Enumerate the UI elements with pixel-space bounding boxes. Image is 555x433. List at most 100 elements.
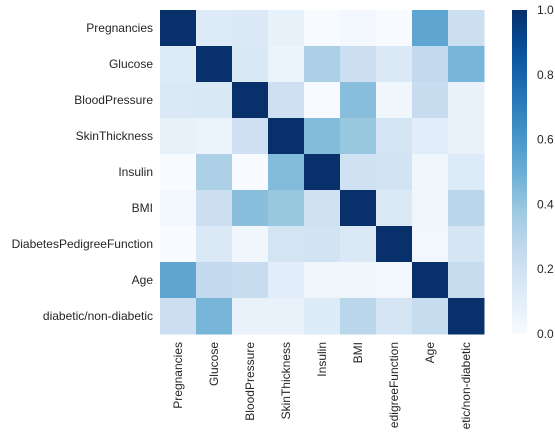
heatmap-cell xyxy=(304,154,341,191)
heatmap-cell xyxy=(160,10,197,47)
heatmap-cell xyxy=(268,190,305,227)
row-label: diabetic/non-diabetic xyxy=(43,309,153,323)
heatmap-cell xyxy=(196,10,233,47)
colorbar-tick-label: 0.8 xyxy=(537,68,554,82)
heatmap-cell xyxy=(196,262,233,299)
row-label: Glucose xyxy=(109,57,153,71)
heatmap-cell xyxy=(160,118,197,155)
heatmap-cell xyxy=(160,154,197,191)
heatmap-cell xyxy=(232,82,269,119)
heatmap-cell xyxy=(196,190,233,227)
heatmap-cell xyxy=(160,262,197,299)
row-label: Age xyxy=(132,273,154,287)
heatmap-cell xyxy=(160,226,197,263)
heatmap-cell xyxy=(232,118,269,155)
heatmap-cell xyxy=(340,298,377,335)
heatmap-cell xyxy=(160,82,197,119)
heatmap-cell xyxy=(448,46,485,83)
column-label: Glucose xyxy=(207,342,221,386)
colorbar: 0.0 0.2 0.4 0.6 0.8 1.0 xyxy=(512,3,554,341)
heatmap-cell xyxy=(340,262,377,299)
heatmap-cell xyxy=(196,298,233,335)
column-labels: Pregnancies Glucose BloodPressure SkinThick… xyxy=(171,342,473,430)
heatmap-cell xyxy=(376,118,413,155)
heatmap-cell xyxy=(232,298,269,335)
colorbar-gradient xyxy=(512,10,527,334)
heatmap-cell xyxy=(268,10,305,47)
heatmap-cell xyxy=(304,190,341,227)
heatmap-cell xyxy=(160,46,197,83)
heatmap-cell xyxy=(160,190,197,227)
heatmap-cell xyxy=(232,46,269,83)
heatmap-cell xyxy=(232,154,269,191)
heatmap-cell xyxy=(340,154,377,191)
heatmap-cell xyxy=(340,118,377,155)
heatmap-cell xyxy=(196,82,233,119)
heatmap-cell xyxy=(412,10,449,47)
heatmap-cell xyxy=(196,154,233,191)
heatmap-cells xyxy=(160,10,485,335)
column-label: edigreeFunction xyxy=(387,342,401,428)
heatmap-cell xyxy=(448,154,485,191)
column-label: BMI xyxy=(351,342,365,363)
heatmap-cell xyxy=(340,82,377,119)
heatmap-cell xyxy=(232,262,269,299)
heatmap-cell xyxy=(412,118,449,155)
column-label: BloodPressure xyxy=(243,342,257,421)
heatmap-cell xyxy=(268,226,305,263)
heatmap-cell xyxy=(304,262,341,299)
heatmap-cell xyxy=(268,46,305,83)
heatmap-cell xyxy=(448,262,485,299)
heatmap-cell xyxy=(376,46,413,83)
column-label: Pregnancies xyxy=(171,342,185,409)
colorbar-tick-label: 0.0 xyxy=(537,327,554,341)
heatmap-cell xyxy=(268,118,305,155)
heatmap-cell xyxy=(376,262,413,299)
heatmap-cell xyxy=(340,190,377,227)
heatmap-cell xyxy=(448,298,485,335)
heatmap-cell xyxy=(412,226,449,263)
heatmap-cell xyxy=(268,154,305,191)
heatmap-cell xyxy=(412,46,449,83)
heatmap-cell xyxy=(412,154,449,191)
heatmap-cell xyxy=(232,190,269,227)
row-label: BloodPressure xyxy=(74,93,153,107)
heatmap-cell xyxy=(304,46,341,83)
heatmap-cell xyxy=(340,46,377,83)
heatmap-cell xyxy=(448,118,485,155)
heatmap-cell xyxy=(376,190,413,227)
heatmap-cell xyxy=(232,226,269,263)
row-label: DiabetesPedigreeFunction xyxy=(12,237,153,251)
heatmap-cell xyxy=(268,82,305,119)
heatmap-cell xyxy=(448,82,485,119)
row-label: BMI xyxy=(132,201,153,215)
colorbar-ticks: 0.0 0.2 0.4 0.6 0.8 1.0 xyxy=(537,3,554,341)
heatmap-cell xyxy=(376,154,413,191)
heatmap-cell xyxy=(376,298,413,335)
column-label: etic/non-diabetic xyxy=(459,342,473,429)
colorbar-tick-label: 0.2 xyxy=(537,262,554,276)
column-label: SkinThickness xyxy=(279,342,293,419)
heatmap-cell xyxy=(304,82,341,119)
heatmap-cell xyxy=(412,82,449,119)
heatmap-cell xyxy=(412,190,449,227)
row-label: Insulin xyxy=(118,165,153,179)
heatmap-cell xyxy=(412,262,449,299)
colorbar-tick-label: 1.0 xyxy=(537,3,554,17)
heatmap-cell xyxy=(268,298,305,335)
heatmap-cell xyxy=(196,46,233,83)
heatmap-cell xyxy=(448,190,485,227)
column-label: Age xyxy=(423,342,437,364)
heatmap-cell xyxy=(160,298,197,335)
heatmap-cell xyxy=(196,226,233,263)
heatmap-cell xyxy=(268,262,305,299)
heatmap-cell xyxy=(304,118,341,155)
colorbar-tick-label: 0.4 xyxy=(537,197,554,211)
heatmap-cell xyxy=(196,118,233,155)
heatmap-cell xyxy=(448,226,485,263)
heatmap-cell xyxy=(340,226,377,263)
row-label: Pregnancies xyxy=(86,21,153,35)
heatmap-cell xyxy=(412,298,449,335)
colorbar-tick-label: 0.6 xyxy=(537,133,554,147)
